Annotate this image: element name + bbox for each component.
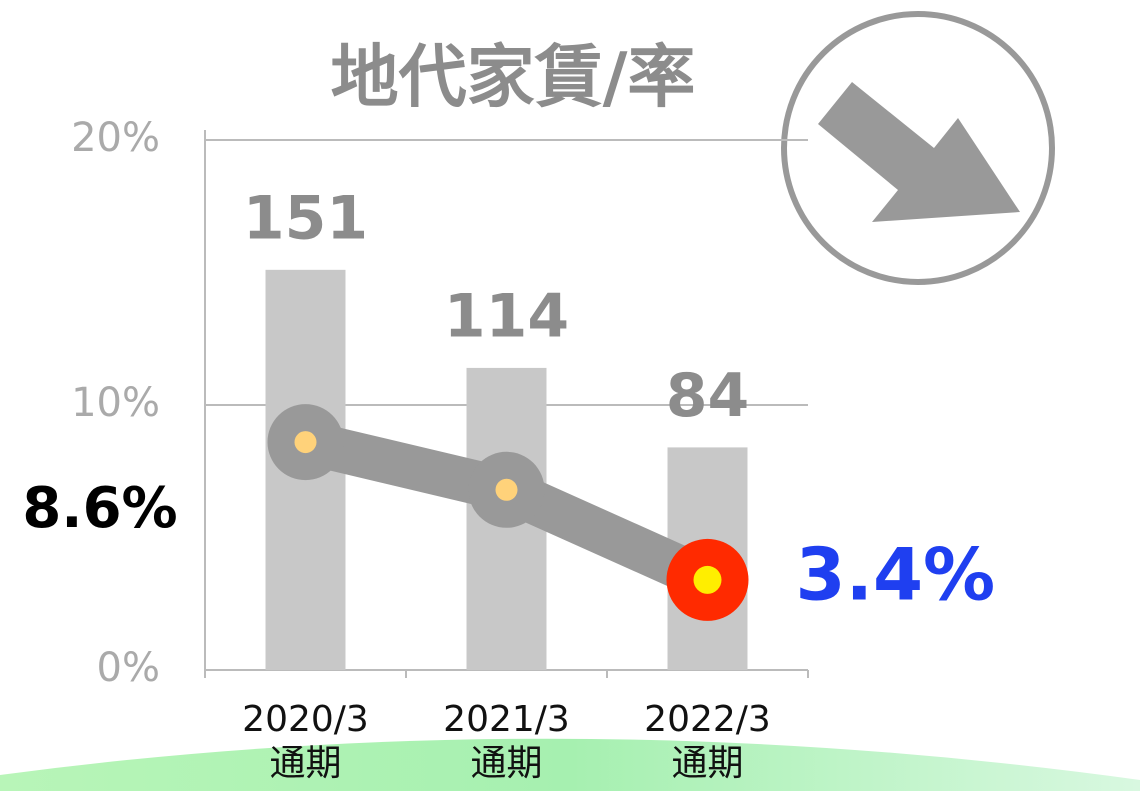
bar-value-label: 84 [666, 361, 750, 431]
marker-dot [495, 478, 518, 501]
chart-title: 地代家賃/率 [331, 39, 696, 118]
y-tick-label: 20% [71, 115, 160, 161]
value-label: 8.6% [22, 476, 177, 541]
x-tick-label: 2020/3 通期 [242, 699, 369, 784]
trend-icon [781, 11, 1055, 285]
y-tick-label: 0% [97, 645, 160, 691]
x-tick-label: 2021/3 通期 [443, 699, 570, 784]
x-tick-label: 2022/3 通期 [644, 699, 771, 784]
value-label: 3.4% [796, 532, 996, 616]
y-tick-label: 10% [71, 380, 160, 426]
bar-value-label: 151 [243, 183, 368, 253]
marker-dot [693, 565, 722, 594]
bar-value-label: 114 [444, 281, 569, 351]
marker-dot [294, 431, 317, 454]
decor-swoosh [0, 738, 1140, 791]
